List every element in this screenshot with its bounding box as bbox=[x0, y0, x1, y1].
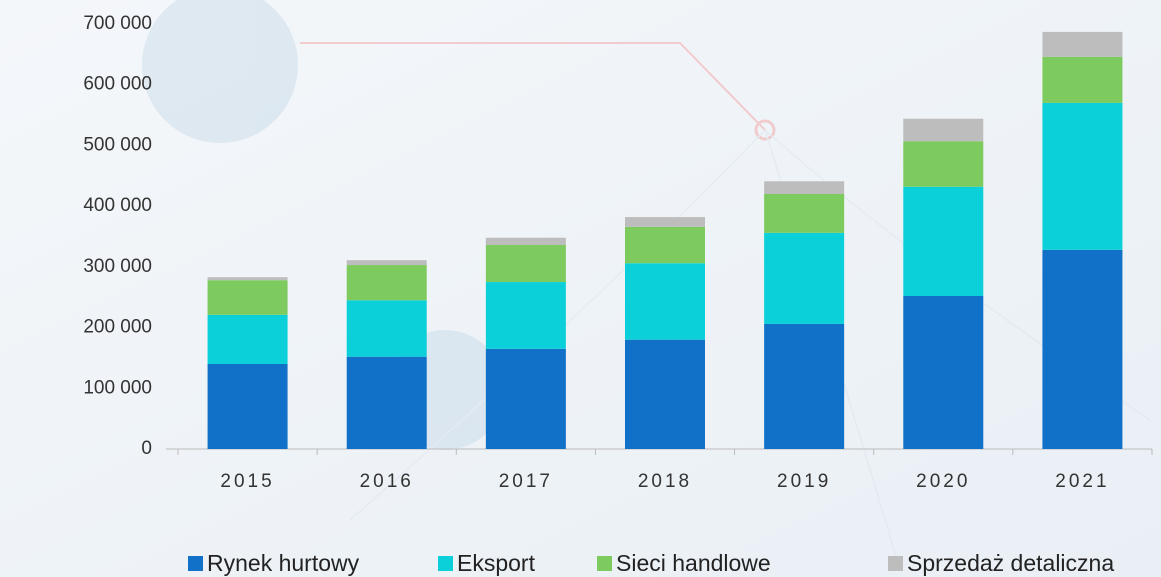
bar-segment bbox=[207, 364, 288, 449]
y-tick-label: 100 000 bbox=[83, 377, 152, 398]
x-tick-label: 2016 bbox=[360, 471, 414, 492]
bar-segment bbox=[485, 348, 566, 449]
bar-segment bbox=[764, 194, 845, 233]
x-tick-label: 2020 bbox=[916, 471, 970, 492]
bar-segment bbox=[485, 282, 566, 349]
bar-segment bbox=[346, 265, 427, 301]
y-tick-label: 500 000 bbox=[83, 134, 152, 155]
legend-label: Sieci handlowe bbox=[616, 550, 771, 576]
x-tick-label: 2019 bbox=[777, 471, 831, 492]
legend-label: Eksport bbox=[457, 550, 536, 576]
bar-segment bbox=[207, 314, 288, 364]
bar-segment bbox=[207, 277, 288, 281]
legend-label: Rynek hurtowy bbox=[207, 550, 360, 576]
legend-swatch bbox=[438, 556, 453, 571]
x-tick-label: 2015 bbox=[220, 471, 274, 492]
y-tick-label: 700 000 bbox=[83, 13, 152, 34]
bar-segment bbox=[764, 232, 845, 324]
y-tick-label: 400 000 bbox=[83, 195, 152, 216]
y-tick-label: 0 bbox=[141, 438, 152, 459]
bar-segment bbox=[485, 245, 566, 283]
x-tick-label: 2021 bbox=[1055, 471, 1109, 492]
bar-segment bbox=[625, 217, 705, 227]
bar-segment bbox=[903, 296, 984, 449]
bar-segment bbox=[625, 263, 705, 340]
bar-segment bbox=[903, 186, 984, 296]
bar-segment bbox=[346, 356, 427, 449]
bar-segment bbox=[625, 226, 705, 264]
legend-label: Sprzedaż detaliczna bbox=[907, 550, 1114, 576]
bar-segment bbox=[764, 323, 845, 449]
bar-segment bbox=[207, 280, 288, 315]
bar-segment bbox=[485, 237, 566, 245]
y-tick-label: 300 000 bbox=[83, 256, 152, 277]
bar-segment bbox=[903, 118, 984, 142]
bar-segment bbox=[346, 260, 427, 266]
x-tick-label: 2018 bbox=[638, 471, 692, 492]
legend-swatch bbox=[597, 556, 612, 571]
legend-swatch bbox=[188, 556, 203, 571]
bar-segment bbox=[625, 339, 705, 449]
bar-segment bbox=[1042, 102, 1123, 250]
y-tick-label: 200 000 bbox=[83, 317, 152, 338]
y-tick-label: 600 000 bbox=[83, 74, 152, 95]
bar-segment bbox=[903, 141, 984, 187]
bar-segment bbox=[1042, 56, 1123, 103]
bar-segment bbox=[346, 300, 427, 357]
bar-segment bbox=[1042, 249, 1123, 449]
bar-segment bbox=[764, 181, 845, 194]
bar-segment bbox=[1042, 31, 1123, 57]
x-tick-label: 2017 bbox=[499, 471, 553, 492]
legend-swatch bbox=[888, 556, 903, 571]
